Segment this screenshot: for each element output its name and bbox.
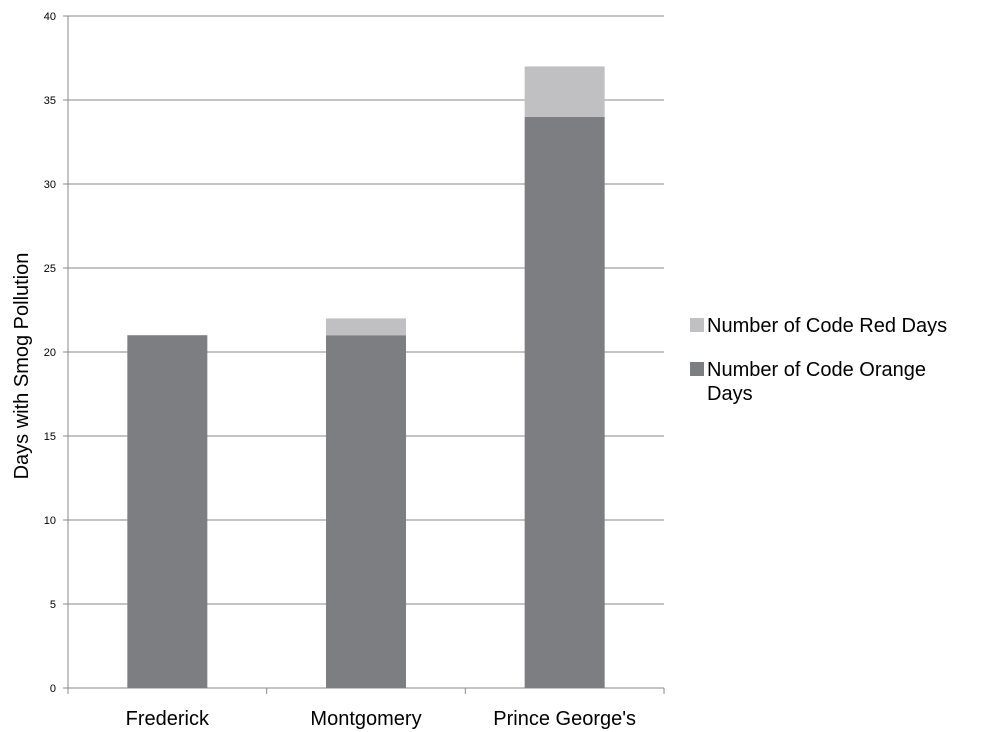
bar-code-orange bbox=[524, 116, 605, 689]
x-category-label: Frederick bbox=[126, 708, 210, 730]
bar-code-red bbox=[326, 318, 406, 336]
y-tick-label: 30 bbox=[44, 179, 56, 191]
y-tick-label: 15 bbox=[44, 431, 56, 443]
legend: Number of Code Red Days Number of Code O… bbox=[690, 314, 990, 426]
legend-label-code-red: Number of Code Red Days bbox=[707, 315, 948, 337]
y-tick-label: 0 bbox=[50, 683, 56, 695]
y-tick-label: 25 bbox=[44, 263, 56, 275]
bar-code-orange bbox=[127, 335, 208, 688]
legend-swatch-code-red bbox=[690, 318, 704, 332]
y-tick-label: 10 bbox=[44, 515, 56, 527]
y-tick-label: 5 bbox=[50, 599, 56, 611]
bar-code-orange bbox=[326, 335, 406, 688]
x-category-label: Prince George's bbox=[493, 708, 636, 730]
y-tick-label: 20 bbox=[44, 347, 56, 359]
legend-item-code-red: Number of Code Red Days bbox=[690, 314, 990, 338]
legend-swatch-code-orange bbox=[690, 362, 704, 376]
bar-code-red bbox=[524, 66, 605, 117]
y-tick-label: 35 bbox=[44, 95, 56, 107]
y-tick-label: 40 bbox=[44, 11, 56, 23]
x-category-label: Montgomery bbox=[310, 708, 421, 730]
y-axis-title: Days with Smog Pollution bbox=[11, 253, 33, 480]
legend-label-code-orange: Number of Code Orange Days bbox=[707, 359, 927, 405]
legend-item-code-orange: Number of Code Orange Days bbox=[690, 358, 990, 406]
